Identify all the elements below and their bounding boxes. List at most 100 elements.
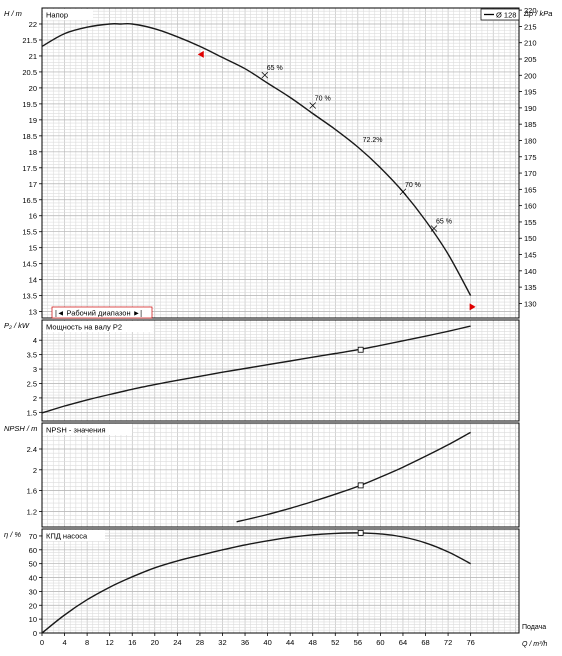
series-line-2 — [236, 431, 471, 523]
y-tick-label: 2 — [33, 394, 37, 403]
y-tick-label: 50 — [29, 560, 37, 569]
title-bg — [43, 9, 93, 20]
y-right-tick-label: 170 — [524, 169, 537, 178]
y-right-tick-label: 145 — [524, 251, 537, 260]
panel-frame-2 — [41, 422, 520, 528]
y-tick-label: 1.6 — [27, 487, 37, 496]
grid-1 — [42, 319, 519, 422]
panel-title: Напор — [46, 11, 68, 20]
x-tick-label: 0 — [40, 638, 44, 647]
y-right-tick-label: 175 — [524, 153, 537, 162]
panel-title-box-1 — [43, 321, 154, 332]
y-right-tick-label: 165 — [524, 185, 537, 194]
y-axis-label: NPSH / m — [4, 424, 37, 433]
range-box — [51, 306, 153, 319]
x-axis-note: Подача — [522, 624, 546, 631]
grid-2 — [42, 423, 519, 527]
y-tick-label: 16 — [29, 212, 37, 221]
y-tick-label: 21 — [29, 52, 37, 61]
legend-label: Ø 128 — [496, 11, 516, 20]
efficiency-label: 65 % — [267, 65, 283, 72]
x-tick-label: 56 — [354, 638, 362, 647]
y-right-tick-label: 185 — [524, 120, 537, 129]
efficiency-label: 65 % — [436, 219, 452, 226]
y-tick-label: 20.5 — [22, 68, 37, 77]
y-right-tick-label: 195 — [524, 88, 537, 97]
y-tick-label: 0 — [33, 629, 37, 638]
y-tick-label: 14.5 — [22, 260, 37, 269]
y-tick-label: 4 — [33, 336, 37, 345]
grid-0 — [42, 8, 519, 319]
panel-frame-3 — [41, 528, 520, 634]
panel-title: NPSH - значения — [46, 426, 106, 435]
y-axis-label: H / m — [4, 9, 22, 18]
efficiency-mark — [309, 102, 316, 109]
y-tick-label: 17 — [29, 180, 37, 189]
y-right-tick-label: 155 — [524, 218, 537, 227]
efficiency-mark — [430, 225, 438, 232]
y-tick-label: 3.5 — [27, 351, 37, 360]
y-tick-label: 13 — [29, 308, 37, 317]
y-tick-label: 10 — [29, 615, 37, 624]
x-tick-label: 28 — [196, 638, 204, 647]
y-tick-label: 2 — [33, 466, 37, 475]
y-right-tick-label: 210 — [524, 39, 537, 48]
x-tick-label: 12 — [106, 638, 114, 647]
panel-title-box-3 — [43, 530, 105, 541]
x-tick-label: 60 — [376, 638, 384, 647]
efficiency-mark — [399, 188, 407, 196]
title-bg — [43, 530, 105, 541]
x-tick-label: 64 — [399, 638, 407, 647]
y-right-tick-label: 220 — [524, 6, 537, 15]
operating-range-label: |◄ Рабочий диапазон ►| — [55, 309, 142, 318]
x-tick-label: 8 — [85, 638, 89, 647]
y-tick-label: 60 — [29, 546, 37, 555]
y-tick-label: 21.5 — [22, 36, 37, 45]
operating-point-marker — [357, 529, 364, 536]
y-tick-label: 1.2 — [27, 507, 37, 516]
legend — [480, 8, 520, 21]
series-line-1 — [41, 325, 471, 414]
y-tick-label: 14 — [29, 276, 37, 285]
y-axis-label: P₂ / kW — [4, 321, 30, 330]
y-right-tick-label: 205 — [524, 55, 537, 64]
legend-box — [480, 8, 520, 21]
series-line-0 — [41, 22, 472, 296]
series-line-3 — [41, 532, 471, 634]
y-tick-label: 19.5 — [22, 100, 37, 109]
y-tick-label: 20 — [29, 601, 37, 610]
x-tick-label: 36 — [241, 638, 249, 647]
operating-point-marker — [357, 482, 364, 489]
x-tick-label: 44 — [286, 638, 294, 647]
y-tick-label: 17.5 — [22, 164, 37, 173]
x-tick-label: 52 — [331, 638, 339, 647]
efficiency-label: 70 % — [315, 95, 331, 102]
y-right-tick-label: 160 — [524, 202, 537, 211]
operating-point-marker — [357, 346, 364, 353]
y-tick-label: 18.5 — [22, 132, 37, 141]
y-tick-label: 19 — [29, 116, 37, 125]
panel-title-box-0 — [43, 9, 93, 20]
y-right-tick-label: 140 — [524, 267, 537, 276]
title-bg — [43, 424, 132, 435]
operating-range-box — [51, 306, 153, 319]
y-tick-label: 22 — [29, 20, 37, 29]
x-tick-label: 20 — [151, 638, 159, 647]
y-right-tick-label: 135 — [524, 283, 537, 292]
range-marker-left — [197, 50, 204, 58]
title-bg — [43, 321, 154, 332]
y-tick-label: 16.5 — [22, 196, 37, 205]
y-right-tick-label: 190 — [524, 104, 537, 113]
y-right-tick-label: 150 — [524, 234, 537, 243]
y-tick-label: 15 — [29, 244, 37, 253]
range-marker-right — [469, 303, 476, 311]
y-tick-label: 2.4 — [27, 445, 37, 454]
y-tick-label: 2.5 — [27, 379, 37, 388]
panel-frame-0 — [41, 7, 520, 319]
panel-frame-1 — [41, 319, 520, 422]
y-tick-label: 13.5 — [22, 292, 37, 301]
y-tick-label: 18 — [29, 148, 37, 157]
x-tick-label: 32 — [218, 638, 226, 647]
x-tick-label: 68 — [421, 638, 429, 647]
